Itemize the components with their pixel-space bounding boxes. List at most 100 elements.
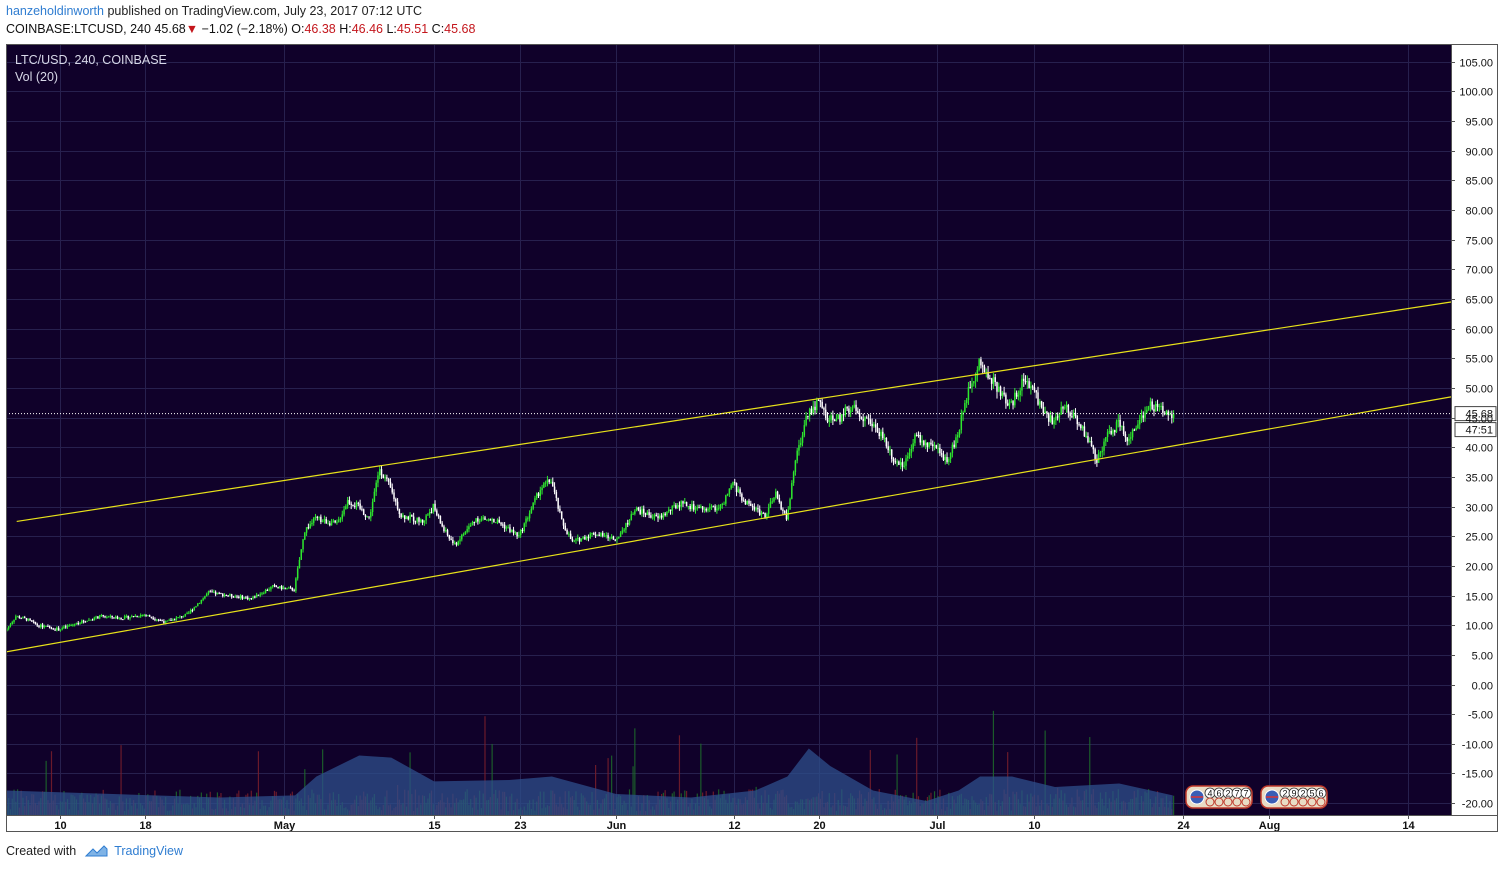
candle-body xyxy=(193,607,195,611)
candle-body xyxy=(598,534,600,537)
volume-bar xyxy=(632,766,634,815)
candle-body xyxy=(257,594,260,596)
candle-body xyxy=(286,587,288,589)
candle-body xyxy=(680,501,682,507)
candle-body xyxy=(814,406,816,411)
low-label: L: xyxy=(386,22,397,36)
candle-body xyxy=(1076,416,1079,425)
y-tick-label: -10.00 xyxy=(1462,740,1493,752)
candle-body xyxy=(1030,386,1032,388)
candle-body xyxy=(1172,413,1175,418)
y-tick-label: -20.00 xyxy=(1462,799,1493,811)
candle-body xyxy=(842,414,845,416)
candle-body xyxy=(54,629,56,631)
candle-body xyxy=(733,482,736,484)
candle-body xyxy=(300,549,302,560)
series-legend[interactable]: LTC/USD, 240, COINBASE xyxy=(15,53,167,67)
candle-body xyxy=(648,512,650,516)
candle-body xyxy=(502,524,504,526)
candle-body xyxy=(1021,378,1023,391)
candle-body xyxy=(25,618,28,621)
candle-body xyxy=(910,448,913,453)
candle-body xyxy=(371,501,374,512)
candle-body xyxy=(409,515,411,520)
candle-body xyxy=(1108,431,1111,433)
candle-body xyxy=(275,585,278,588)
candle-body xyxy=(675,505,677,509)
candle-body xyxy=(182,616,185,618)
candle-body xyxy=(293,590,295,592)
candle-body xyxy=(118,617,121,619)
channel-lines[interactable] xyxy=(6,301,1452,653)
candle-body xyxy=(198,603,201,605)
candle-body xyxy=(418,517,420,522)
author-link[interactable]: hanzeholdinworth xyxy=(6,4,104,18)
candle-body xyxy=(1153,409,1155,412)
candle-body xyxy=(844,407,847,416)
candle-body xyxy=(692,504,695,510)
candle-body xyxy=(1135,428,1137,431)
candle-body xyxy=(188,612,190,614)
volume-legend[interactable]: Vol (20) xyxy=(15,70,59,84)
time-axis-background[interactable] xyxy=(6,815,1498,832)
candle-body xyxy=(122,619,124,621)
candle-body xyxy=(539,490,542,497)
candle-body xyxy=(503,524,506,529)
price-axis: 105.00 100.00 95.00 90.00 85.00 80.00 75.00 70.… xyxy=(1451,58,1493,811)
candle-body xyxy=(537,493,540,497)
candle-body xyxy=(739,489,741,494)
chart-frame[interactable]: 45.68 47:51 105.00 100.00 95.00 90.00 85.00 80… xyxy=(6,44,1498,832)
publish-text: published on TradingView.com, July 23, 2… xyxy=(107,4,423,18)
candle-body xyxy=(123,616,126,620)
candle-body xyxy=(898,461,900,465)
low-value: 45.51 xyxy=(396,22,429,36)
candle-body xyxy=(1080,424,1082,429)
candle-body xyxy=(578,537,581,542)
badge-digit: 6 xyxy=(1216,789,1221,799)
candle-body xyxy=(1169,414,1171,416)
candle-body xyxy=(354,505,356,507)
candle-body xyxy=(375,482,377,492)
candle-body xyxy=(288,587,290,589)
volume-bar xyxy=(992,710,995,815)
candle-body xyxy=(940,453,943,455)
candle-body xyxy=(484,517,486,520)
candle-body xyxy=(1146,409,1148,413)
y-tick-label: 90.00 xyxy=(1465,147,1493,159)
candle-body xyxy=(983,366,986,373)
candle-body xyxy=(1028,381,1030,388)
candle-body xyxy=(653,514,656,518)
candle-body xyxy=(978,359,980,370)
candle-body xyxy=(487,519,490,521)
volume-bar xyxy=(491,743,493,815)
candle-body xyxy=(1017,395,1020,397)
candle-body xyxy=(473,522,476,524)
tradingview-link[interactable]: TradingView xyxy=(84,844,183,858)
candle-body xyxy=(34,621,37,625)
candle-body xyxy=(710,506,713,508)
candle-body xyxy=(421,519,424,523)
candle-body xyxy=(605,535,608,537)
brand-label: TradingView xyxy=(114,844,183,858)
candle-body xyxy=(682,501,684,504)
candle-body xyxy=(412,516,415,522)
candle-body xyxy=(830,415,832,421)
candle-body xyxy=(50,628,53,630)
candle-body xyxy=(254,596,256,598)
candle-body xyxy=(930,442,932,445)
candle-body xyxy=(833,419,836,422)
candle-body xyxy=(817,399,820,401)
candle-body xyxy=(1128,438,1130,442)
candle-body xyxy=(937,447,939,449)
volume-bar xyxy=(607,758,609,815)
candle-body xyxy=(1035,390,1037,393)
candle-body xyxy=(564,525,567,531)
tradingview-logo-icon xyxy=(84,845,108,857)
candle-body xyxy=(314,516,317,518)
candle-body xyxy=(560,511,563,520)
candle-body xyxy=(111,615,113,618)
